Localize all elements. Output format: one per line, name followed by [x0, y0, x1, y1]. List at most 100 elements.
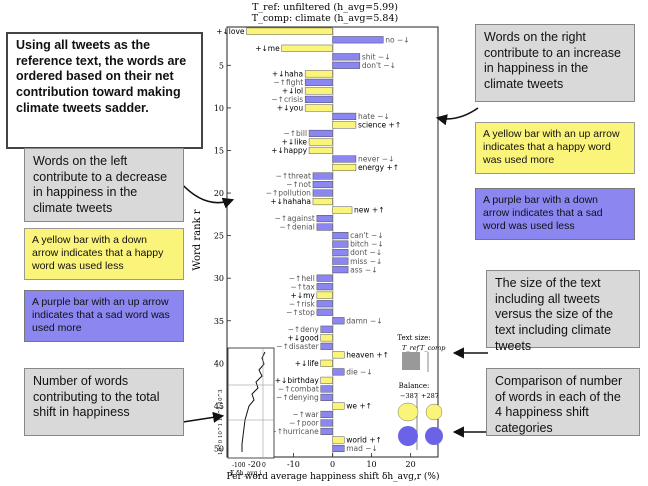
bar-33 [316, 300, 333, 308]
text-size-title: Text size: [397, 334, 430, 342]
x-tick-label-2: -10 [287, 460, 300, 469]
text-size-ref-label: T_ref [402, 344, 421, 352]
word-label-28: miss −↓ [350, 257, 382, 266]
word-label-24: −↑denial [279, 223, 314, 232]
right-words-annotation: Words on the right contribute to an incr… [475, 24, 635, 102]
x-tick-label-5: 20 [406, 460, 416, 469]
word-label-7: −↑fight [273, 78, 303, 87]
bar-9 [304, 95, 333, 103]
word-label-37: +↓good [287, 333, 319, 342]
bar-27 [332, 249, 349, 257]
word-label-42: +↓birthday [275, 376, 320, 385]
word-label-12: science +↑ [358, 121, 401, 130]
text-size-panel: Text size: T_ref T_comp [397, 334, 446, 372]
bar-31 [316, 283, 333, 291]
x-axis-label: Per word average happiness shift δh_avg,… [227, 471, 440, 482]
text-size-annotation: The size of the text including all tweet… [486, 270, 640, 353]
bar-38 [320, 342, 333, 350]
bar-39 [332, 351, 345, 359]
word-label-29: ass −↓ [350, 265, 377, 274]
y-tick-label-9: 45 [214, 402, 224, 411]
word-label-35: damn −↓ [346, 316, 382, 325]
bar-18 [312, 172, 333, 180]
word-label-22: new +↑ [354, 206, 384, 215]
y-tick-label-3: 15 [214, 146, 224, 155]
arrow-left-words [179, 181, 235, 209]
y-tick-label-6: 30 [214, 274, 224, 283]
inset-xlabel: Σ δh_avg,i [230, 470, 261, 477]
y-tick-label-4: 20 [214, 189, 224, 198]
bar-12 [332, 121, 357, 129]
bar-42 [320, 376, 333, 384]
bar-17 [332, 163, 357, 172]
yellow-down-annotation: A yellow bar with a down arrow indicates… [24, 228, 184, 280]
bar-16 [332, 155, 357, 163]
text-size-ref-square [402, 352, 420, 370]
word-label-8: +↓lol [282, 86, 303, 95]
x-tick-label-1: -20 [248, 460, 261, 469]
inset-ylabel: 10^0 10^1 10^2 10^3 [217, 389, 224, 455]
left-words-annotation: Words on the left contribute to a decrea… [24, 148, 184, 222]
word-label-40: +↓life [295, 359, 319, 368]
arrow-right-words [435, 107, 479, 126]
word-label-5: don't −↓ [362, 61, 396, 70]
x-tick-label-3: 0 [330, 460, 335, 469]
word-label-9: −↑crisis [271, 95, 303, 104]
word-label-50: mad −↓ [346, 444, 378, 453]
balance-purple-right [425, 427, 443, 445]
y-tick-label-7: 35 [214, 317, 224, 326]
text-size-comp-label: T_comp [420, 344, 446, 352]
y-tick-label-2: 10 [214, 104, 224, 113]
bar-50 [332, 444, 345, 453]
header-line-1: T_ref: unfiltered (h_avg=5.99) [252, 2, 398, 13]
word-label-3: +↓me [255, 44, 280, 53]
word-label-27: dont −↓ [350, 248, 382, 257]
bar-24 [316, 223, 333, 231]
inset-xtick-right: 0 [262, 462, 266, 469]
balance-yellow-right [425, 403, 443, 421]
bar-8 [304, 87, 333, 95]
balance-purple-left [398, 426, 418, 446]
inset-xtick-left: -100 [232, 462, 246, 469]
word-label-18: −↑threat [276, 172, 311, 181]
word-label-11: hate −↓ [358, 112, 390, 121]
bar-5 [332, 61, 361, 69]
word-label-46: −↑war [292, 410, 319, 419]
word-label-15: +↓happy [271, 146, 307, 155]
bar-10 [304, 104, 333, 112]
header-line-2: T_comp: climate (h_avg=5.84) [252, 13, 398, 24]
bar-41 [332, 368, 345, 376]
word-label-44: −↑denying [276, 393, 319, 402]
bar-26 [332, 240, 349, 248]
word-label-23: −↑against [275, 214, 315, 223]
bar-43 [320, 385, 333, 393]
x-tick-label-4: 10 [366, 460, 376, 469]
word-labels-group: +↓love no −↓ +↓me shit −↓don't −↓ +↓haha−↑fi… [216, 27, 409, 453]
bar-11 [332, 112, 357, 120]
word-label-39: heaven +↑ [346, 350, 389, 359]
bar-13 [308, 129, 333, 137]
word-label-14: +↓like [282, 138, 308, 147]
y-tick-label-10: 50 [214, 444, 224, 453]
bar-35 [332, 317, 345, 325]
bar-4 [332, 53, 361, 61]
word-label-13: −↑bill [283, 129, 307, 138]
word-label-36: −↑deny [288, 325, 320, 334]
word-label-16: never −↓ [358, 155, 394, 164]
word-label-31: −↑tax [290, 282, 315, 291]
word-label-33: −↑risk [289, 299, 316, 308]
bars-group [246, 27, 384, 453]
word-label-47: −↑poor [289, 419, 320, 428]
word-label-20: −↑pollution [266, 189, 311, 198]
bar-25 [332, 232, 349, 240]
arrow-num-words [182, 411, 225, 423]
bar-20 [312, 189, 333, 197]
word-label-41: die −↓ [346, 367, 372, 376]
word-label-32: +↓my [291, 291, 316, 300]
bar-46 [320, 410, 333, 418]
inset-cumulative-plot: -100 0 Σ δh_avg,i 10^0 10^1 10^2 10^3 [217, 347, 275, 477]
word-label-34: −↑stop [286, 308, 315, 317]
bar-19 [312, 181, 333, 189]
word-label-17: energy +↑ [358, 163, 399, 172]
